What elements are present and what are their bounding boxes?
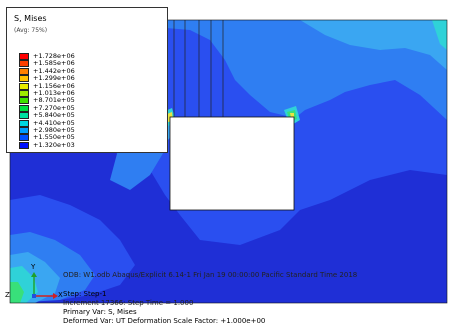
legend-swatch — [19, 104, 29, 112]
status-step-line: Step: Step-1 — [63, 290, 107, 298]
status-deformed-var: Deformed Var: UT Deformation Scale Facto… — [63, 317, 266, 325]
contour-band-cyan-top — [432, 20, 447, 50]
pile-lines — [173, 20, 224, 117]
legend-averaging: (Avg: 75%) — [14, 27, 48, 34]
coordinate-triad — [31, 272, 58, 299]
legend-swatch — [19, 97, 29, 105]
legend-subtitle: (Avg: 75%) — [14, 27, 47, 34]
legend-swatch — [19, 53, 29, 60]
legend-value: +5.840e+05 — [33, 111, 75, 120]
triad-x-arrow — [53, 293, 58, 299]
legend-swatch — [19, 90, 29, 97]
legend-value: +1.320e+03 — [33, 140, 75, 149]
triad-z-label: Z — [5, 291, 10, 299]
legend-swatch — [19, 141, 29, 149]
legend-value: +1.442e+06 — [33, 66, 75, 75]
triad-y-arrow — [31, 272, 37, 277]
legend-swatch — [19, 119, 29, 127]
legend-swatch — [19, 60, 29, 68]
legend-swatch — [19, 134, 29, 142]
triad-y-label: Y — [31, 263, 36, 271]
triad-origin — [32, 294, 36, 298]
legend-swatch — [19, 75, 29, 83]
status-primary-var: Primary Var: S, Mises — [63, 308, 137, 316]
legend-title: S, Mises — [14, 14, 47, 23]
legend-value: +2.980e+05 — [33, 126, 75, 134]
legend-value: +1.299e+06 — [33, 74, 75, 83]
soil-domain-outline — [9, 19, 448, 304]
legend-value: +1.585e+06 — [33, 59, 75, 68]
legend-value: +1.013e+06 — [33, 89, 75, 97]
legend-value: +7.270e+05 — [33, 103, 75, 112]
legend-swatch — [19, 112, 29, 120]
legend-value: +1.728e+06 — [33, 52, 75, 60]
legend-value: +8.701e+05 — [33, 96, 75, 105]
contour-band-sky — [300, 20, 447, 70]
legend-swatch — [19, 67, 29, 75]
legend-value: +1.156e+06 — [33, 81, 75, 90]
legend-swatch — [19, 127, 29, 134]
legend-value: +1.550e+05 — [33, 133, 75, 142]
legend-value: +4.410e+05 — [33, 118, 75, 127]
status-odb-line: ODB: W1.odb Abaqus/Explicit 6.14-1 Fri J… — [63, 271, 358, 279]
legend-swatch — [19, 82, 29, 90]
status-increment-line: Increment 17366: Step Time = 1.000 — [63, 299, 194, 307]
contour-band-lower-left-green — [10, 282, 24, 303]
footing-block[interactable] — [169, 116, 295, 211]
triad-x-label: X — [58, 291, 63, 299]
contour-legend[interactable]: S, Mises (Avg: 75%) +1.728e+06 +1.585e+06… — [6, 7, 168, 153]
